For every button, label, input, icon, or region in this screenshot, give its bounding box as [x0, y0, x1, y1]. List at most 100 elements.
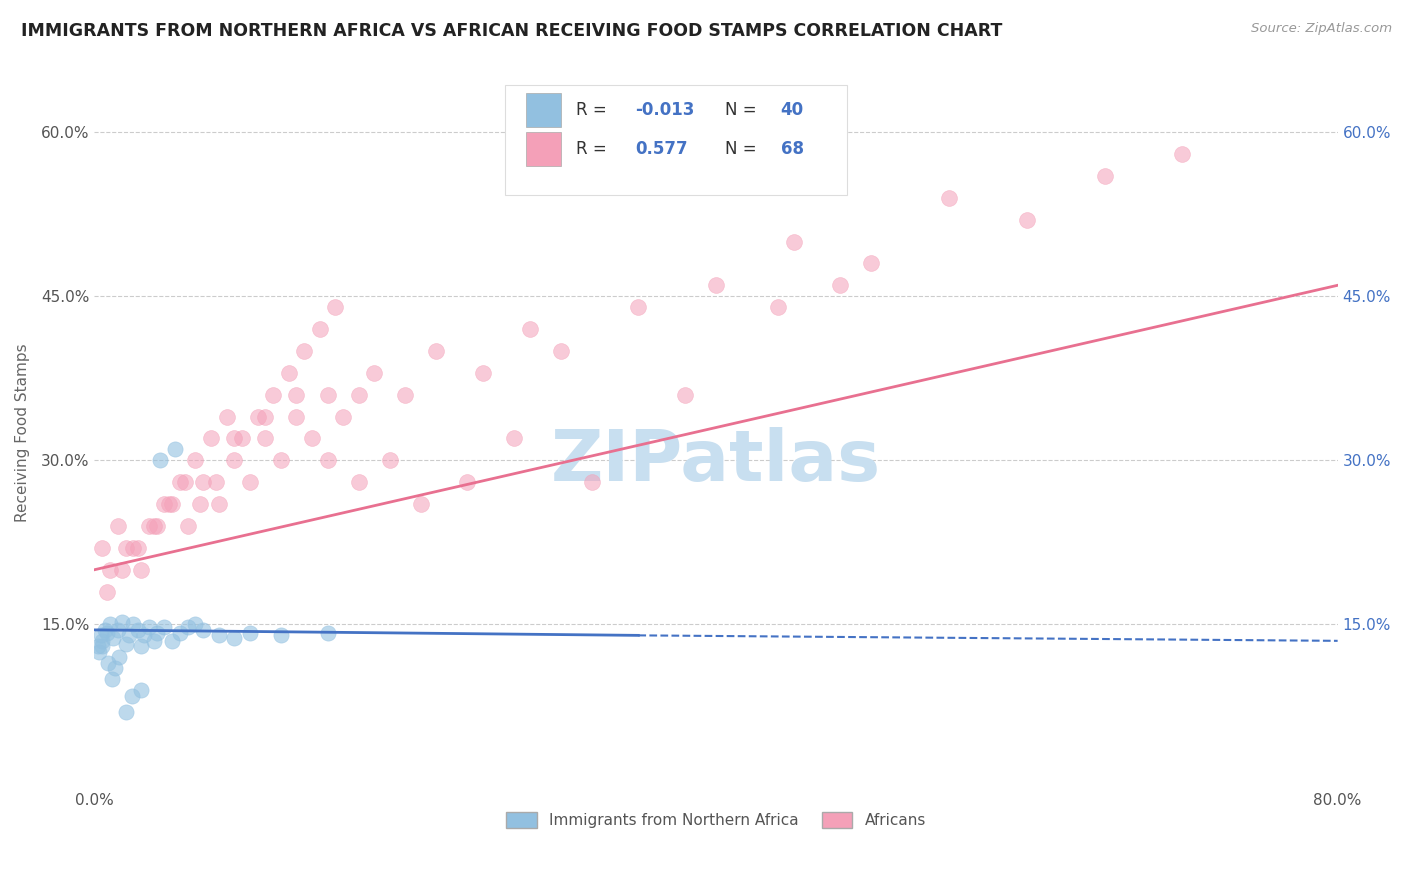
Point: [145, 626, 167, 640]
Point: [254, 432, 277, 446]
Point: [783, 235, 806, 249]
Point: [188, 497, 211, 511]
Point: [153, 619, 176, 633]
Point: [860, 256, 883, 270]
Point: [325, 300, 347, 314]
Text: 40: 40: [780, 101, 804, 120]
Point: [122, 617, 145, 632]
Text: N =: N =: [724, 140, 762, 158]
Point: [270, 628, 292, 642]
Point: [138, 519, 160, 533]
Text: ZIPatlas: ZIPatlas: [551, 427, 882, 496]
Point: [101, 631, 124, 645]
Point: [208, 497, 231, 511]
Point: [91, 633, 114, 648]
Text: -0.013: -0.013: [636, 101, 695, 120]
Point: [830, 278, 852, 293]
Point: [114, 637, 136, 651]
Text: Source: ZipAtlas.com: Source: ZipAtlas.com: [1251, 22, 1392, 36]
Point: [98, 563, 121, 577]
Point: [107, 519, 129, 533]
Point: [91, 541, 114, 555]
Point: [100, 672, 122, 686]
Point: [114, 705, 136, 719]
Point: [177, 519, 200, 533]
Point: [97, 656, 120, 670]
Point: [239, 626, 262, 640]
Point: [581, 475, 603, 490]
Point: [704, 278, 727, 293]
Point: [129, 640, 152, 654]
Point: [456, 475, 478, 490]
Point: [316, 626, 339, 640]
Point: [285, 387, 308, 401]
Point: [938, 191, 960, 205]
Point: [96, 584, 118, 599]
Point: [301, 432, 323, 446]
Point: [118, 628, 141, 642]
Point: [127, 541, 149, 555]
Text: IMMIGRANTS FROM NORTHERN AFRICA VS AFRICAN RECEIVING FOOD STAMPS CORRELATION CHA: IMMIGRANTS FROM NORTHERN AFRICA VS AFRIC…: [21, 22, 1002, 40]
Point: [1171, 147, 1194, 161]
Point: [363, 366, 385, 380]
Text: 68: 68: [780, 140, 804, 158]
Point: [193, 475, 215, 490]
Point: [153, 497, 176, 511]
Point: [134, 628, 156, 642]
Point: [142, 519, 165, 533]
Point: [200, 432, 222, 446]
Point: [108, 650, 131, 665]
Text: R =: R =: [575, 140, 612, 158]
Point: [177, 619, 200, 633]
Point: [224, 453, 246, 467]
Point: [231, 432, 253, 446]
Point: [121, 689, 143, 703]
FancyBboxPatch shape: [526, 132, 561, 166]
Point: [316, 387, 339, 401]
Point: [766, 300, 789, 314]
Point: [347, 387, 370, 401]
Point: [86, 640, 108, 654]
Point: [394, 387, 416, 401]
Point: [138, 619, 160, 633]
Point: [104, 661, 127, 675]
Text: 0.577: 0.577: [636, 140, 688, 158]
Point: [254, 409, 277, 424]
Point: [193, 623, 215, 637]
Point: [215, 409, 238, 424]
Point: [503, 432, 526, 446]
Point: [122, 541, 145, 555]
Point: [409, 497, 432, 511]
Point: [98, 617, 121, 632]
Point: [308, 322, 330, 336]
Point: [627, 300, 650, 314]
Point: [157, 497, 180, 511]
Point: [94, 623, 117, 637]
Point: [173, 475, 195, 490]
Text: N =: N =: [724, 101, 762, 120]
Point: [169, 475, 191, 490]
Point: [270, 453, 292, 467]
Point: [129, 563, 152, 577]
Point: [89, 645, 111, 659]
Point: [316, 453, 339, 467]
Point: [127, 623, 149, 637]
Point: [378, 453, 401, 467]
Point: [239, 475, 262, 490]
Point: [149, 453, 172, 467]
Point: [1094, 169, 1116, 183]
Text: R =: R =: [575, 101, 612, 120]
Point: [246, 409, 269, 424]
Point: [673, 387, 696, 401]
Point: [90, 628, 112, 642]
Point: [519, 322, 541, 336]
Point: [165, 442, 187, 457]
Point: [224, 432, 246, 446]
Point: [425, 343, 447, 358]
Point: [129, 683, 152, 698]
Point: [184, 617, 207, 632]
Point: [111, 563, 134, 577]
Point: [96, 626, 118, 640]
FancyBboxPatch shape: [505, 85, 846, 194]
Point: [114, 541, 136, 555]
